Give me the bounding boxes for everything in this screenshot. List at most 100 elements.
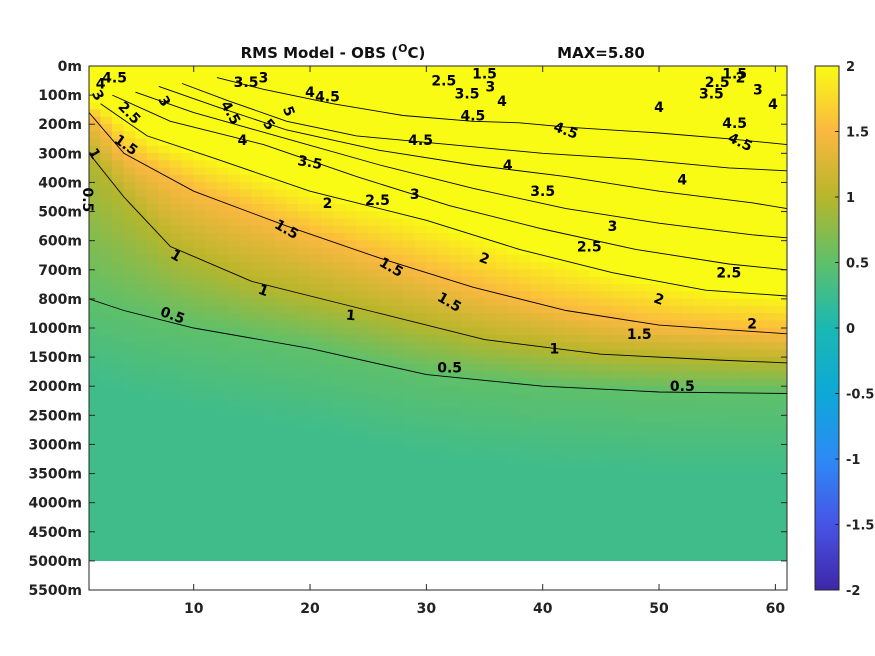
heatmap-cell: [484, 94, 497, 103]
heatmap-cell: [577, 473, 590, 482]
heatmap-cell: [344, 444, 357, 453]
heatmap-cell: [542, 524, 555, 533]
heatmap-cell: [135, 495, 148, 503]
heatmap-cell: [647, 66, 660, 74]
heatmap-cell: [298, 334, 311, 343]
heatmap-cell: [437, 487, 450, 496]
heatmap-cell: [391, 371, 404, 380]
heatmap-cell: [565, 196, 578, 205]
heatmap-cell: [635, 538, 648, 547]
heatmap-cell: [274, 276, 288, 285]
heatmap-cell: [554, 502, 567, 511]
heatmap-cell: [228, 174, 241, 183]
heatmap-cell: [716, 349, 730, 358]
heatmap-cell: [460, 385, 474, 394]
heatmap-cell: [484, 138, 497, 147]
heatmap-cell: [623, 203, 637, 212]
heatmap-cell: [426, 233, 439, 241]
heatmap-cell: [612, 109, 625, 118]
heatmap-cell: [309, 436, 322, 445]
heatmap-cell: [356, 189, 369, 198]
heatmap-cell: [600, 553, 613, 561]
heatmap-cell: [426, 356, 439, 365]
heatmap-cell: [321, 167, 334, 176]
heatmap-cell: [193, 233, 206, 241]
heatmap-cell: [763, 203, 776, 212]
heatmap-cell: [600, 189, 613, 198]
heatmap-cell: [460, 465, 474, 474]
heatmap-cell: [449, 334, 462, 343]
heatmap-cell: [588, 465, 602, 474]
heatmap-cell: [391, 189, 404, 198]
heatmap-cell: [600, 94, 613, 103]
heatmap-cell: [437, 415, 450, 423]
heatmap-cell: [367, 436, 381, 445]
heatmap-cell: [623, 66, 637, 74]
heatmap-cell: [612, 284, 625, 292]
heatmap-cell: [449, 116, 462, 125]
heatmap-cell: [321, 356, 334, 365]
heatmap-cell: [449, 465, 462, 474]
heatmap-cell: [740, 138, 753, 147]
heatmap-cell: [228, 66, 241, 74]
heatmap-cell: [146, 546, 160, 554]
heatmap-cell: [111, 247, 125, 256]
heatmap-cell: [205, 516, 218, 525]
heatmap-cell: [170, 378, 183, 387]
heatmap-cell: [612, 415, 625, 423]
heatmap-cell: [519, 87, 532, 96]
heatmap-cell: [728, 145, 741, 154]
contour-line: [112, 94, 787, 271]
heatmap-cell: [623, 276, 637, 285]
heatmap-cell: [344, 203, 357, 212]
heatmap-cell: [554, 378, 567, 387]
heatmap-cell: [146, 203, 160, 212]
heatmap-cell: [426, 480, 439, 489]
heatmap-cell: [309, 516, 322, 525]
heatmap-cell: [635, 334, 648, 343]
heatmap-cell: [612, 218, 625, 227]
heatmap-cell: [286, 131, 299, 140]
heatmap-cell: [367, 240, 381, 249]
heatmap-cell: [391, 225, 404, 234]
heatmap-cell: [588, 378, 602, 387]
heatmap-cell: [181, 465, 194, 474]
heatmap-cell: [414, 451, 427, 460]
heatmap-cell: [274, 502, 288, 511]
heatmap-cell: [530, 436, 543, 445]
heatmap-cell: [600, 102, 613, 110]
heatmap-cell: [437, 284, 450, 292]
heatmap-cell: [333, 109, 346, 118]
heatmap-cell: [484, 66, 497, 74]
heatmap-cell: [216, 189, 229, 198]
heatmap-cell: [321, 531, 334, 540]
heatmap-cell: [391, 342, 404, 351]
heatmap-cell: [228, 546, 241, 554]
heatmap-cell: [554, 167, 567, 176]
heatmap-cell: [135, 327, 148, 336]
heatmap-cell: [495, 400, 509, 409]
heatmap-cell: [344, 422, 357, 431]
heatmap-cell: [670, 553, 683, 561]
heatmap-cell: [554, 174, 567, 183]
heatmap-cell: [367, 298, 381, 307]
heatmap-cell: [170, 145, 183, 154]
heatmap-cell: [554, 87, 567, 96]
heatmap-cell: [274, 182, 288, 191]
heatmap-cell: [367, 131, 381, 140]
heatmap-cell: [647, 189, 660, 198]
heatmap-cell: [716, 480, 730, 489]
heatmap-cell: [263, 516, 276, 525]
heatmap-cell: [484, 371, 497, 380]
heatmap-cell: [658, 218, 671, 227]
heatmap-cell: [484, 422, 497, 431]
heatmap-cell: [321, 444, 334, 453]
heatmap-cell: [612, 102, 625, 110]
heatmap-cell: [356, 291, 369, 300]
heatmap-cell: [298, 385, 311, 394]
heatmap-cell: [216, 153, 229, 161]
heatmap-cell: [426, 298, 439, 307]
heatmap-cell: [460, 451, 474, 460]
heatmap-cell: [670, 349, 683, 358]
heatmap-cell: [682, 400, 695, 409]
